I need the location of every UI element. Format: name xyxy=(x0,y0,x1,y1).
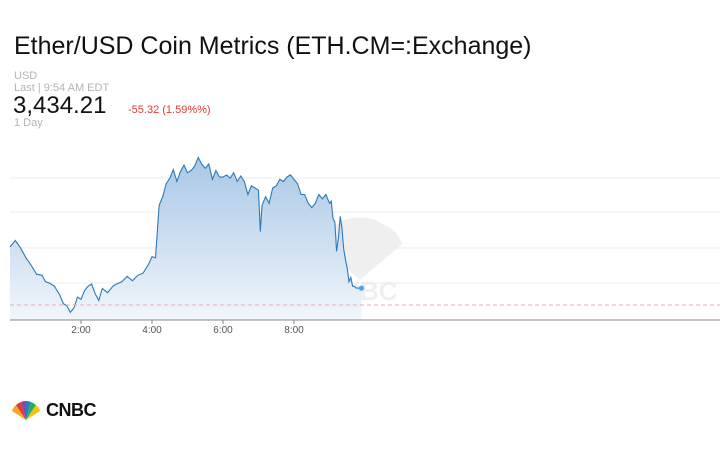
range-label[interactable]: 1 Day xyxy=(14,117,43,129)
price-change: -55.32 (1.59%%) xyxy=(128,104,211,116)
last-updated: Last | 9:54 AM EDT xyxy=(14,82,110,94)
price-chart[interactable]: CNBC 2:004:006:008:00 xyxy=(0,140,720,340)
logo-text: CNBC xyxy=(46,400,97,420)
x-tick-label: 4:00 xyxy=(142,325,162,336)
currency-label: USD xyxy=(14,70,38,82)
peacock-icon xyxy=(12,400,40,420)
x-axis-ticks: 2:00 4:00 6:00 8:00 xyxy=(71,320,304,336)
x-tick-label: 2:00 xyxy=(71,325,91,336)
quote-meta: USD Last | 9:54 AM EDT xyxy=(14,70,109,94)
page-title: Ether/USD Coin Metrics (ETH.CM=:Exchange… xyxy=(14,32,532,60)
x-tick-label: 8:00 xyxy=(284,325,304,336)
x-tick-label: 6:00 xyxy=(213,325,233,336)
price-line xyxy=(9,156,362,314)
price-area xyxy=(10,157,362,320)
last-price-marker xyxy=(358,285,365,291)
cnbc-logo: CNBC xyxy=(10,400,97,421)
last-price: 3,434.21 xyxy=(13,92,107,119)
